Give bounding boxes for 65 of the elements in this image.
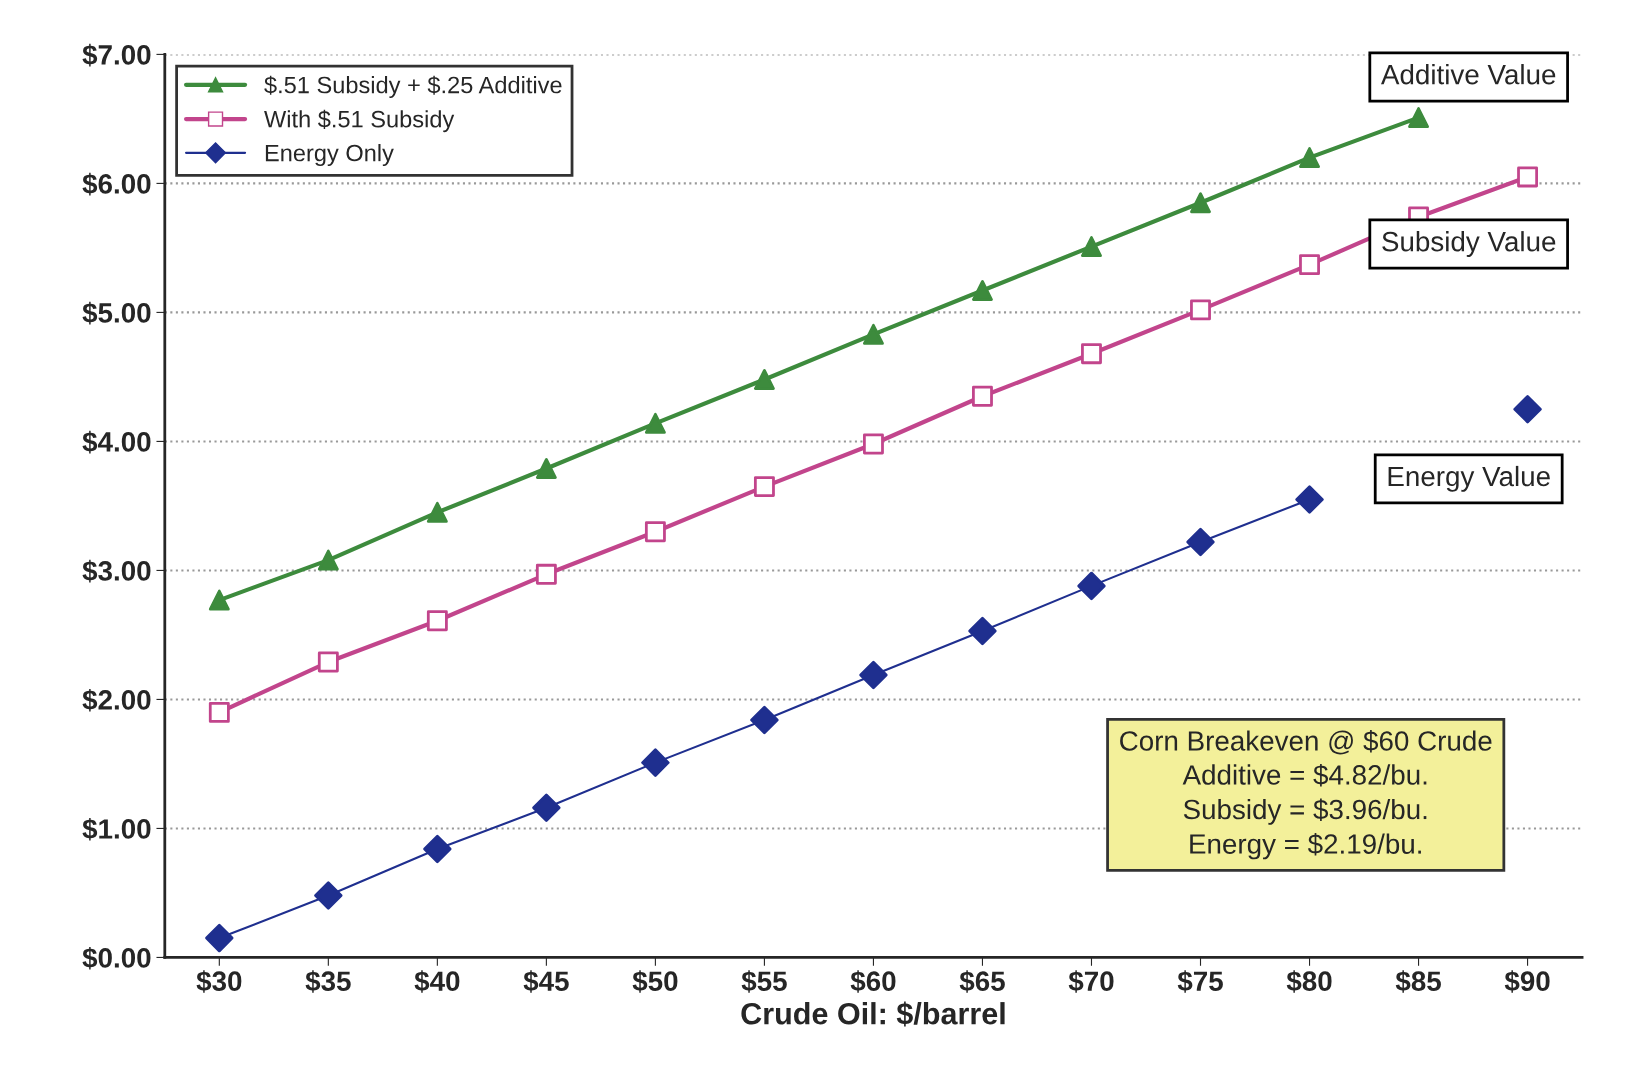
point: [1295, 485, 1324, 514]
point: [426, 610, 448, 632]
x-tick-label: $30: [196, 970, 242, 993]
point: [1513, 394, 1542, 424]
point: [1081, 236, 1102, 258]
y-tick-label: $2.00: [82, 688, 151, 712]
x-tick-label: $40: [414, 970, 460, 993]
annotation: Corn Breakeven @ $60 Crude Additive = $4.82/bu. Subsidy = $3.96/bu. Energy = $2.19/bu.: [1120, 729, 1492, 860]
point: [972, 385, 993, 407]
point: [863, 433, 884, 455]
point: [1077, 571, 1106, 601]
x-axis-title: Crude Oil: $/barrel: [741, 1001, 1005, 1027]
point: [314, 881, 343, 910]
point: [208, 701, 230, 723]
legend-label: Energy Only: [265, 144, 394, 167]
point: [863, 323, 884, 345]
point: [535, 458, 557, 479]
annotation: Subsidy Value: [1382, 231, 1556, 257]
point: [426, 501, 448, 523]
point: [641, 748, 670, 777]
x-tick-label: $75: [1177, 970, 1223, 993]
point: [532, 793, 561, 822]
y-tick-label: $1.00: [82, 817, 151, 841]
point: [423, 834, 452, 864]
point: [644, 521, 666, 543]
point: [1299, 254, 1320, 276]
point: [535, 563, 557, 585]
point: [859, 660, 888, 690]
y-tick-label: $7.00: [82, 43, 151, 67]
legend-label: $.51 Subsidy + $.25 Additive: [264, 75, 562, 99]
x-tick-label: $60: [850, 970, 896, 993]
y-tick-label: $0.00: [82, 946, 151, 970]
point: [317, 651, 339, 673]
point: [753, 476, 775, 498]
x-tick-label: $50: [632, 970, 678, 993]
point: [972, 280, 993, 301]
point: [1190, 192, 1211, 214]
annotation: Additive Value: [1380, 64, 1556, 85]
point: [317, 549, 339, 571]
point: [1299, 147, 1320, 169]
x-tick-label: $70: [1068, 970, 1114, 993]
y-tick-label: $6.00: [82, 172, 151, 196]
y-tick-label: $5.00: [82, 301, 151, 325]
point: [750, 705, 779, 735]
point: [753, 369, 775, 390]
x-tick-label: $45: [523, 970, 569, 993]
x-tick-label: $55: [741, 970, 787, 993]
x-tick-label: $80: [1286, 970, 1332, 993]
point: [1186, 527, 1215, 557]
point: [968, 616, 997, 646]
annotation: Energy Value: [1388, 465, 1550, 492]
x-tick-label: $90: [1504, 970, 1550, 993]
x-tick-label: $35: [305, 970, 351, 993]
point: [205, 923, 234, 953]
point: [1081, 343, 1102, 365]
point: [1517, 166, 1539, 188]
point: [1408, 107, 1429, 129]
point: [208, 589, 230, 611]
x-tick-label: $65: [959, 970, 1005, 993]
legend-label: With $.51 Subsidy: [264, 109, 455, 133]
y-tick-label: $3.00: [82, 559, 151, 583]
point: [644, 412, 666, 434]
y-tick-label: $4.00: [82, 430, 151, 454]
x-tick-label: $85: [1395, 970, 1441, 993]
point: [1190, 299, 1211, 321]
